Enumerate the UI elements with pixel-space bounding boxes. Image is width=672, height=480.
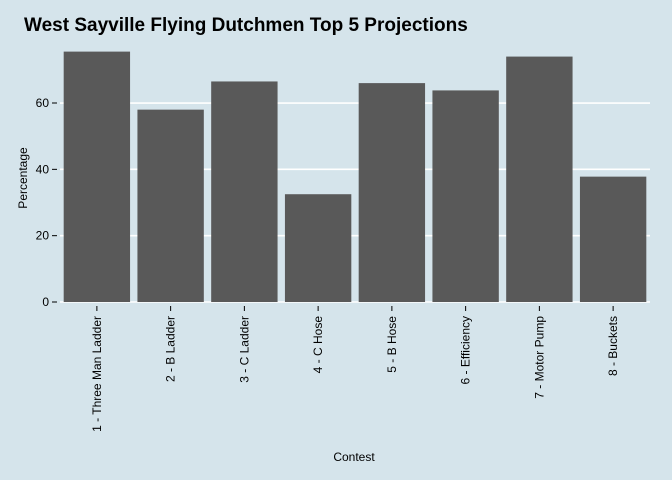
chart-title: West Sayville Flying Dutchmen Top 5 Proj… — [24, 15, 468, 36]
x-tick-label-4: 4 - C Hose — [311, 316, 325, 374]
bar-7 — [506, 56, 573, 303]
bar-2 — [137, 109, 204, 302]
x-axis-ticks: 1 - Three Man Ladder 2 - B Ladder 3 - C La… — [90, 306, 620, 432]
x-tick-label-8: 8 - Buckets — [606, 316, 620, 376]
y-tick-label-0: 0 — [42, 295, 49, 309]
y-tick-label-40: 40 — [36, 162, 50, 176]
y-axis-ticks: 0 20 40 60 — [36, 96, 57, 309]
x-tick-label-7: 7 - Motor Pump — [532, 316, 546, 399]
bars — [63, 51, 647, 303]
x-tick-label-2: 2 - B Ladder — [164, 316, 178, 382]
bar-1 — [63, 51, 131, 303]
x-tick-label-1: 1 - Three Man Ladder — [90, 316, 104, 432]
bar-6 — [432, 90, 499, 302]
bar-8 — [579, 176, 647, 302]
x-tick-label-6: 6 - Efficiency — [459, 316, 473, 384]
bar-4 — [284, 194, 352, 302]
x-axis-title: Contest — [333, 450, 375, 464]
x-tick-label-3: 3 - C Ladder — [237, 316, 251, 383]
y-tick-label-20: 20 — [36, 229, 50, 243]
bar-5 — [358, 83, 426, 302]
x-tick-label-5: 5 - B Hose — [385, 316, 399, 373]
bar-3 — [211, 81, 278, 303]
y-axis-title: Percentage — [16, 147, 30, 209]
y-tick-label-60: 60 — [36, 96, 50, 110]
